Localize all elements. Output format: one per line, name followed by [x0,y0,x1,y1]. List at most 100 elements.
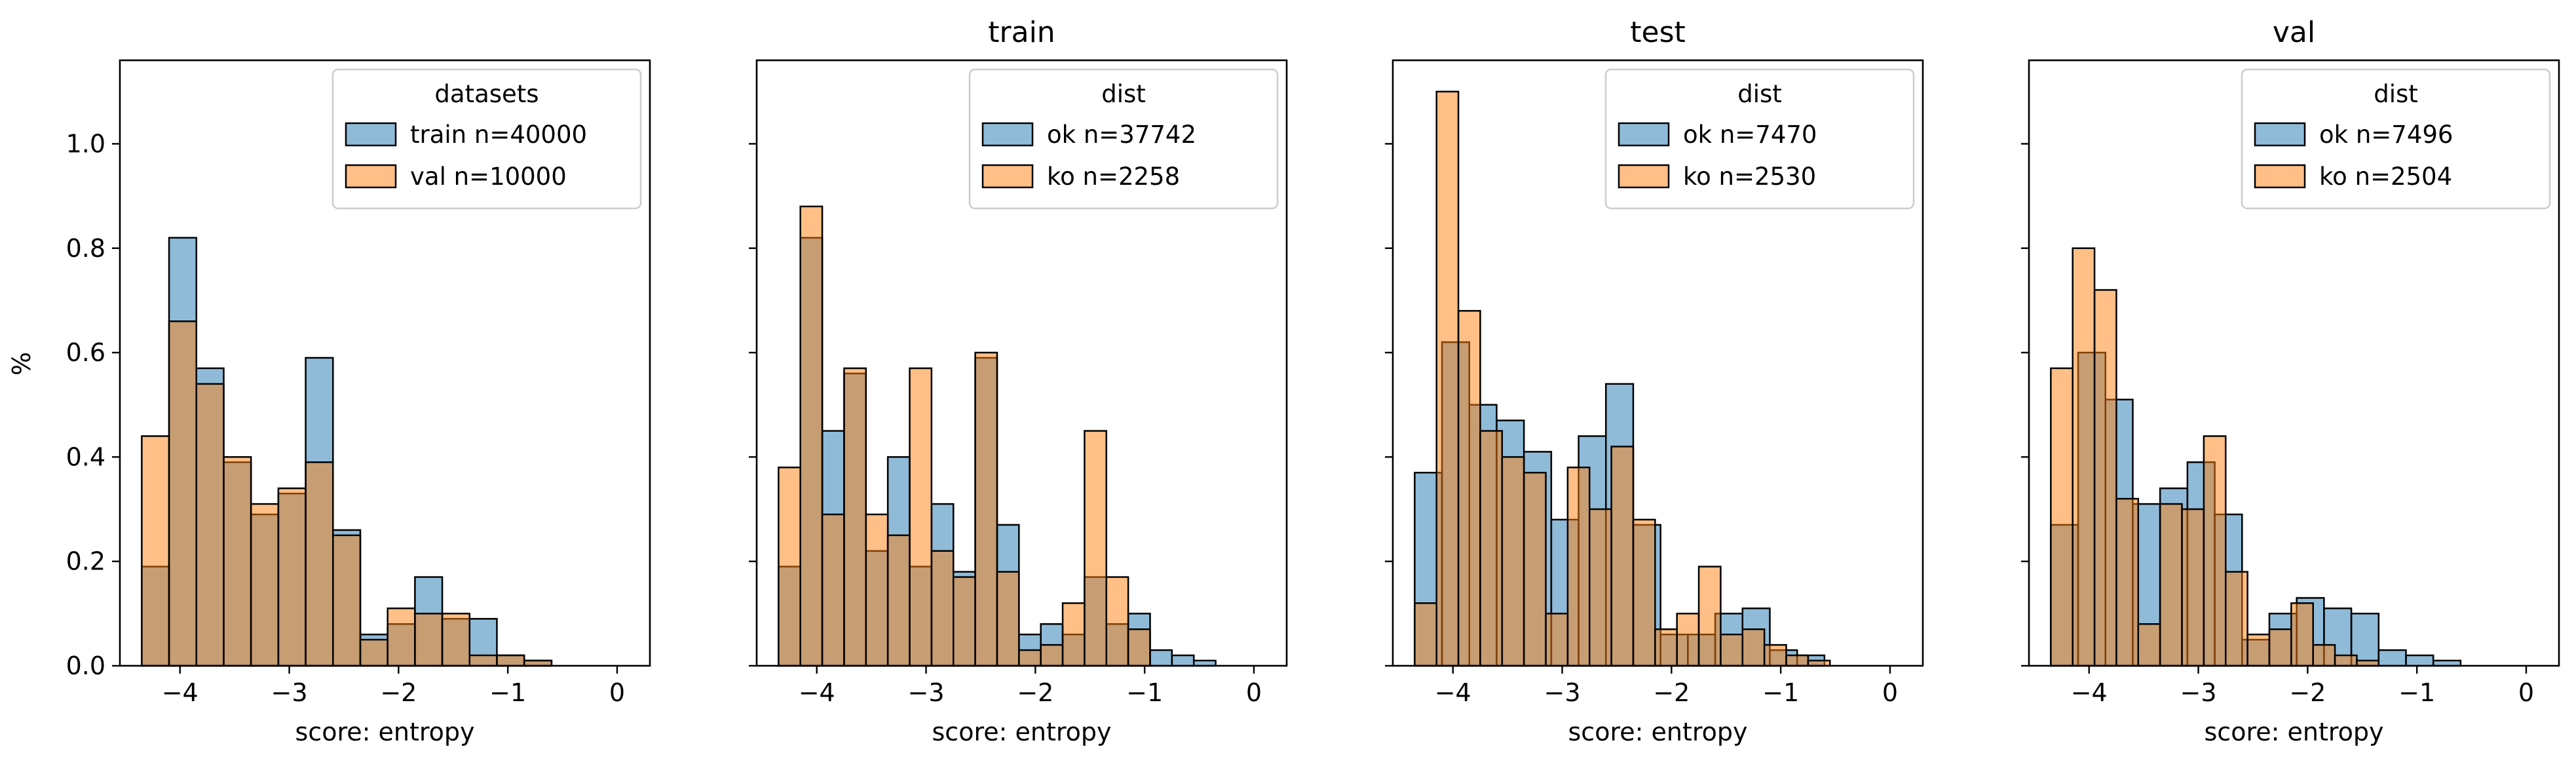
histogram-bar [996,571,1020,667]
x-tick-label: 0 [1246,678,1262,707]
histogram-bar [1061,602,1086,667]
histogram-bar [1457,310,1481,667]
histogram-bar [1171,654,1195,667]
histogram-bar [1084,430,1108,667]
histogram-bar [930,550,955,667]
histogram-bar [1127,628,1151,667]
histogram-bar [2203,435,2227,667]
panel-1: −4 −3 −2 −1 0 0.0 0.2 0.4 0.6 0.8 1.0 score: entrop… [66,59,651,746]
histogram-bar [496,654,525,667]
histogram-bar [387,607,416,667]
histogram-bar [1149,649,1173,667]
histogram-bar [1763,643,1787,667]
histogram-bar [2290,602,2314,667]
y-tick-label: 0.2 [66,547,105,576]
y-tick-label: 0.0 [66,651,105,680]
series-orange [778,205,1151,667]
histogram-bar [1654,628,1678,667]
histogram-bar [2159,503,2183,667]
y-axis-label: % [7,352,36,375]
legend-entry: ok n=7470 [1683,121,1817,149]
legend-entry: ko n=2530 [1683,163,1816,191]
legend-title: dist [1737,80,1782,108]
histogram-bar [305,461,334,667]
histogram-bar [223,456,252,667]
histogram-bar [468,654,498,667]
legend-entry: ok n=37742 [1047,121,1196,149]
series-orange [141,320,553,667]
legend-box [2241,68,2551,210]
legend: datasets train n=40000 val n=10000 [331,68,642,210]
x-tick-label: −2 [1653,678,1690,707]
x-tick-label: −4 [799,678,835,707]
y-tick-label: 0.4 [66,442,105,471]
legend-entry: ko n=2258 [1047,163,1180,191]
legend-swatch-blue [981,122,1034,147]
histogram-bar [2093,289,2117,667]
panel-title: val [2273,16,2315,49]
legend-entry: ko n=2504 [2319,163,2452,191]
x-axis-label: score: entropy [295,718,475,746]
x-tick-label: −1 [489,678,526,707]
histogram-bar [1676,613,1700,667]
x-tick-label: −2 [380,678,417,707]
histogram-bar [886,534,911,667]
legend: dist ok n=7470 ko n=2530 [1604,68,1915,210]
legend-swatch-blue [1618,122,1670,147]
histogram-bar [1414,602,1437,667]
x-tick-label: −3 [908,678,945,707]
histogram-bar [1523,472,1547,667]
histogram-bar [1018,649,1042,667]
histogram-bar [1589,508,1612,667]
panel-title: train [988,16,1055,49]
x-axis-label: score: entropy [932,718,1112,746]
histogram-bar [1501,456,1525,667]
legend-entry: train n=40000 [410,121,587,149]
histogram-bar [168,320,198,667]
histogram-bar [843,367,867,667]
histogram-bar [909,367,933,667]
axes-frame [755,59,1288,667]
histogram-bar [1610,446,1635,667]
histogram-bar [2072,247,2096,667]
histogram-bar [1566,467,1591,667]
histogram-bar [141,435,170,667]
legend-entry: ok n=7496 [2319,121,2453,149]
legend-swatch-blue [345,122,397,147]
axes-frame [119,59,651,667]
histogram-bar [1105,576,1129,667]
legend-swatch-orange [2254,164,2306,189]
histogram-bar [441,613,471,667]
histogram-bar [277,487,307,667]
legend-title: dist [1101,80,1146,108]
y-tick-label: 1.0 [66,129,105,158]
x-tick-label: 0 [609,678,625,707]
panel-3: −4 −3 −2 −1 0 score: entropy test dist ok n=7470… [1385,16,1924,746]
x-tick-label: −1 [1762,678,1799,707]
y-tick-label: 0.8 [66,234,105,263]
histogram-bar [865,513,889,667]
legend-box [331,68,642,210]
histogram-bar [250,503,280,667]
x-tick-label: −3 [271,678,308,707]
legend-swatch-orange [981,164,1034,189]
histogram-bar [2405,654,2434,667]
histogram-bar [1720,633,1744,667]
panel-title: test [1630,16,1686,49]
x-axis-label: score: entropy [2205,718,2384,746]
histogram-bar [1479,430,1504,667]
legend-title: dist [2374,80,2418,108]
histogram-bar [799,205,824,667]
x-tick-label: 0 [1882,678,1898,707]
histogram-bar [332,534,362,667]
legend-swatch-blue [2254,122,2306,147]
x-tick-label: −2 [2289,678,2326,707]
histogram-bar [1435,90,1460,667]
x-tick-label: −4 [1435,678,1471,707]
histogram-bar [2334,654,2358,667]
histogram-bar [778,467,801,667]
histogram-bar [821,513,845,667]
x-tick-label: 0 [2518,678,2534,707]
legend-title: datasets [434,80,539,108]
